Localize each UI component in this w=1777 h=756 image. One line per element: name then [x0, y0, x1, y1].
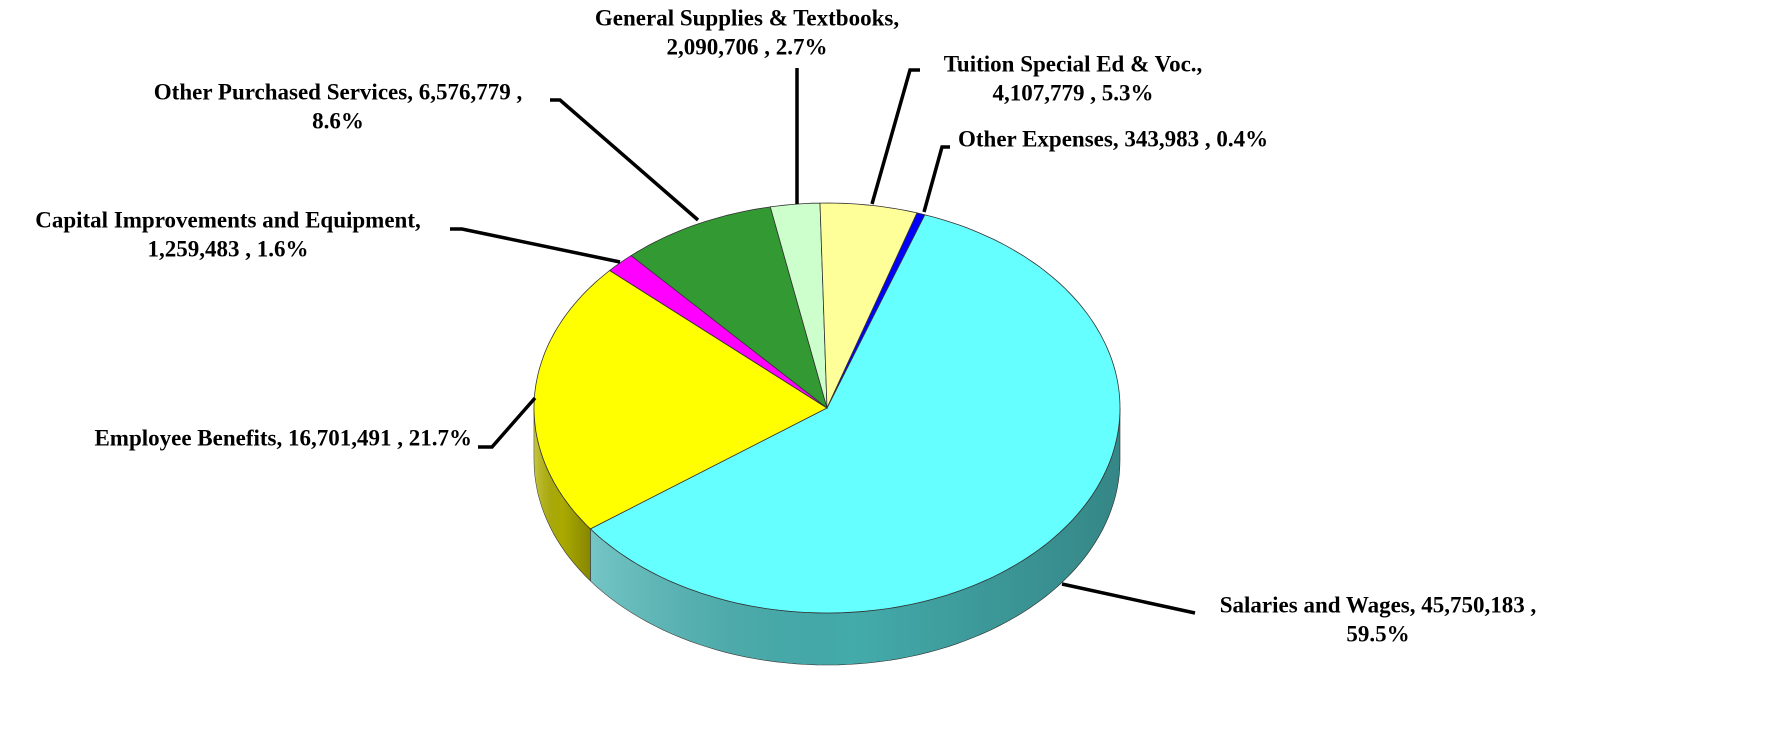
- slice: [819, 202, 918, 409]
- data-label: Other Purchased Services, 6,576,779 ,: [154, 79, 522, 104]
- data-label: Capital Improvements and Equipment,: [35, 207, 421, 232]
- leader-line: [450, 227, 621, 264]
- labels: Salaries and Wages, 45,750,183 , 59.5% Emp…: [35, 5, 1536, 646]
- slice: [826, 212, 926, 409]
- slice: [533, 270, 828, 530]
- data-label: Employee Benefits, 16,701,491 , 21.7%: [94, 425, 472, 450]
- leader-line: [550, 98, 700, 222]
- data-label: General Supplies & Textbooks,: [595, 5, 899, 30]
- slice: [589, 214, 1121, 614]
- data-label: 1,259,483 , 1.6%: [148, 236, 309, 261]
- pie-tops: [533, 202, 1121, 614]
- leader-line: [922, 145, 950, 213]
- data-label: Other Expenses, 343,983 , 0.4%: [958, 126, 1268, 151]
- leader-line: [1061, 582, 1196, 615]
- data-label: 2,090,706 , 2.7%: [667, 34, 828, 59]
- leader-line: [870, 68, 920, 205]
- slice-side-shade: [534, 408, 591, 581]
- slice: [769, 202, 828, 409]
- slice-side-shade: [590, 408, 1120, 665]
- slice: [630, 206, 828, 410]
- leader-line: [478, 396, 537, 449]
- data-label: 8.6%: [312, 108, 364, 133]
- data-label: 59.5%: [1346, 621, 1409, 646]
- data-label: 4,107,779 , 5.3%: [993, 80, 1154, 105]
- data-label: Salaries and Wages, 45,750,183 ,: [1220, 592, 1537, 617]
- data-label: Tuition Special Ed & Voc.,: [944, 51, 1203, 76]
